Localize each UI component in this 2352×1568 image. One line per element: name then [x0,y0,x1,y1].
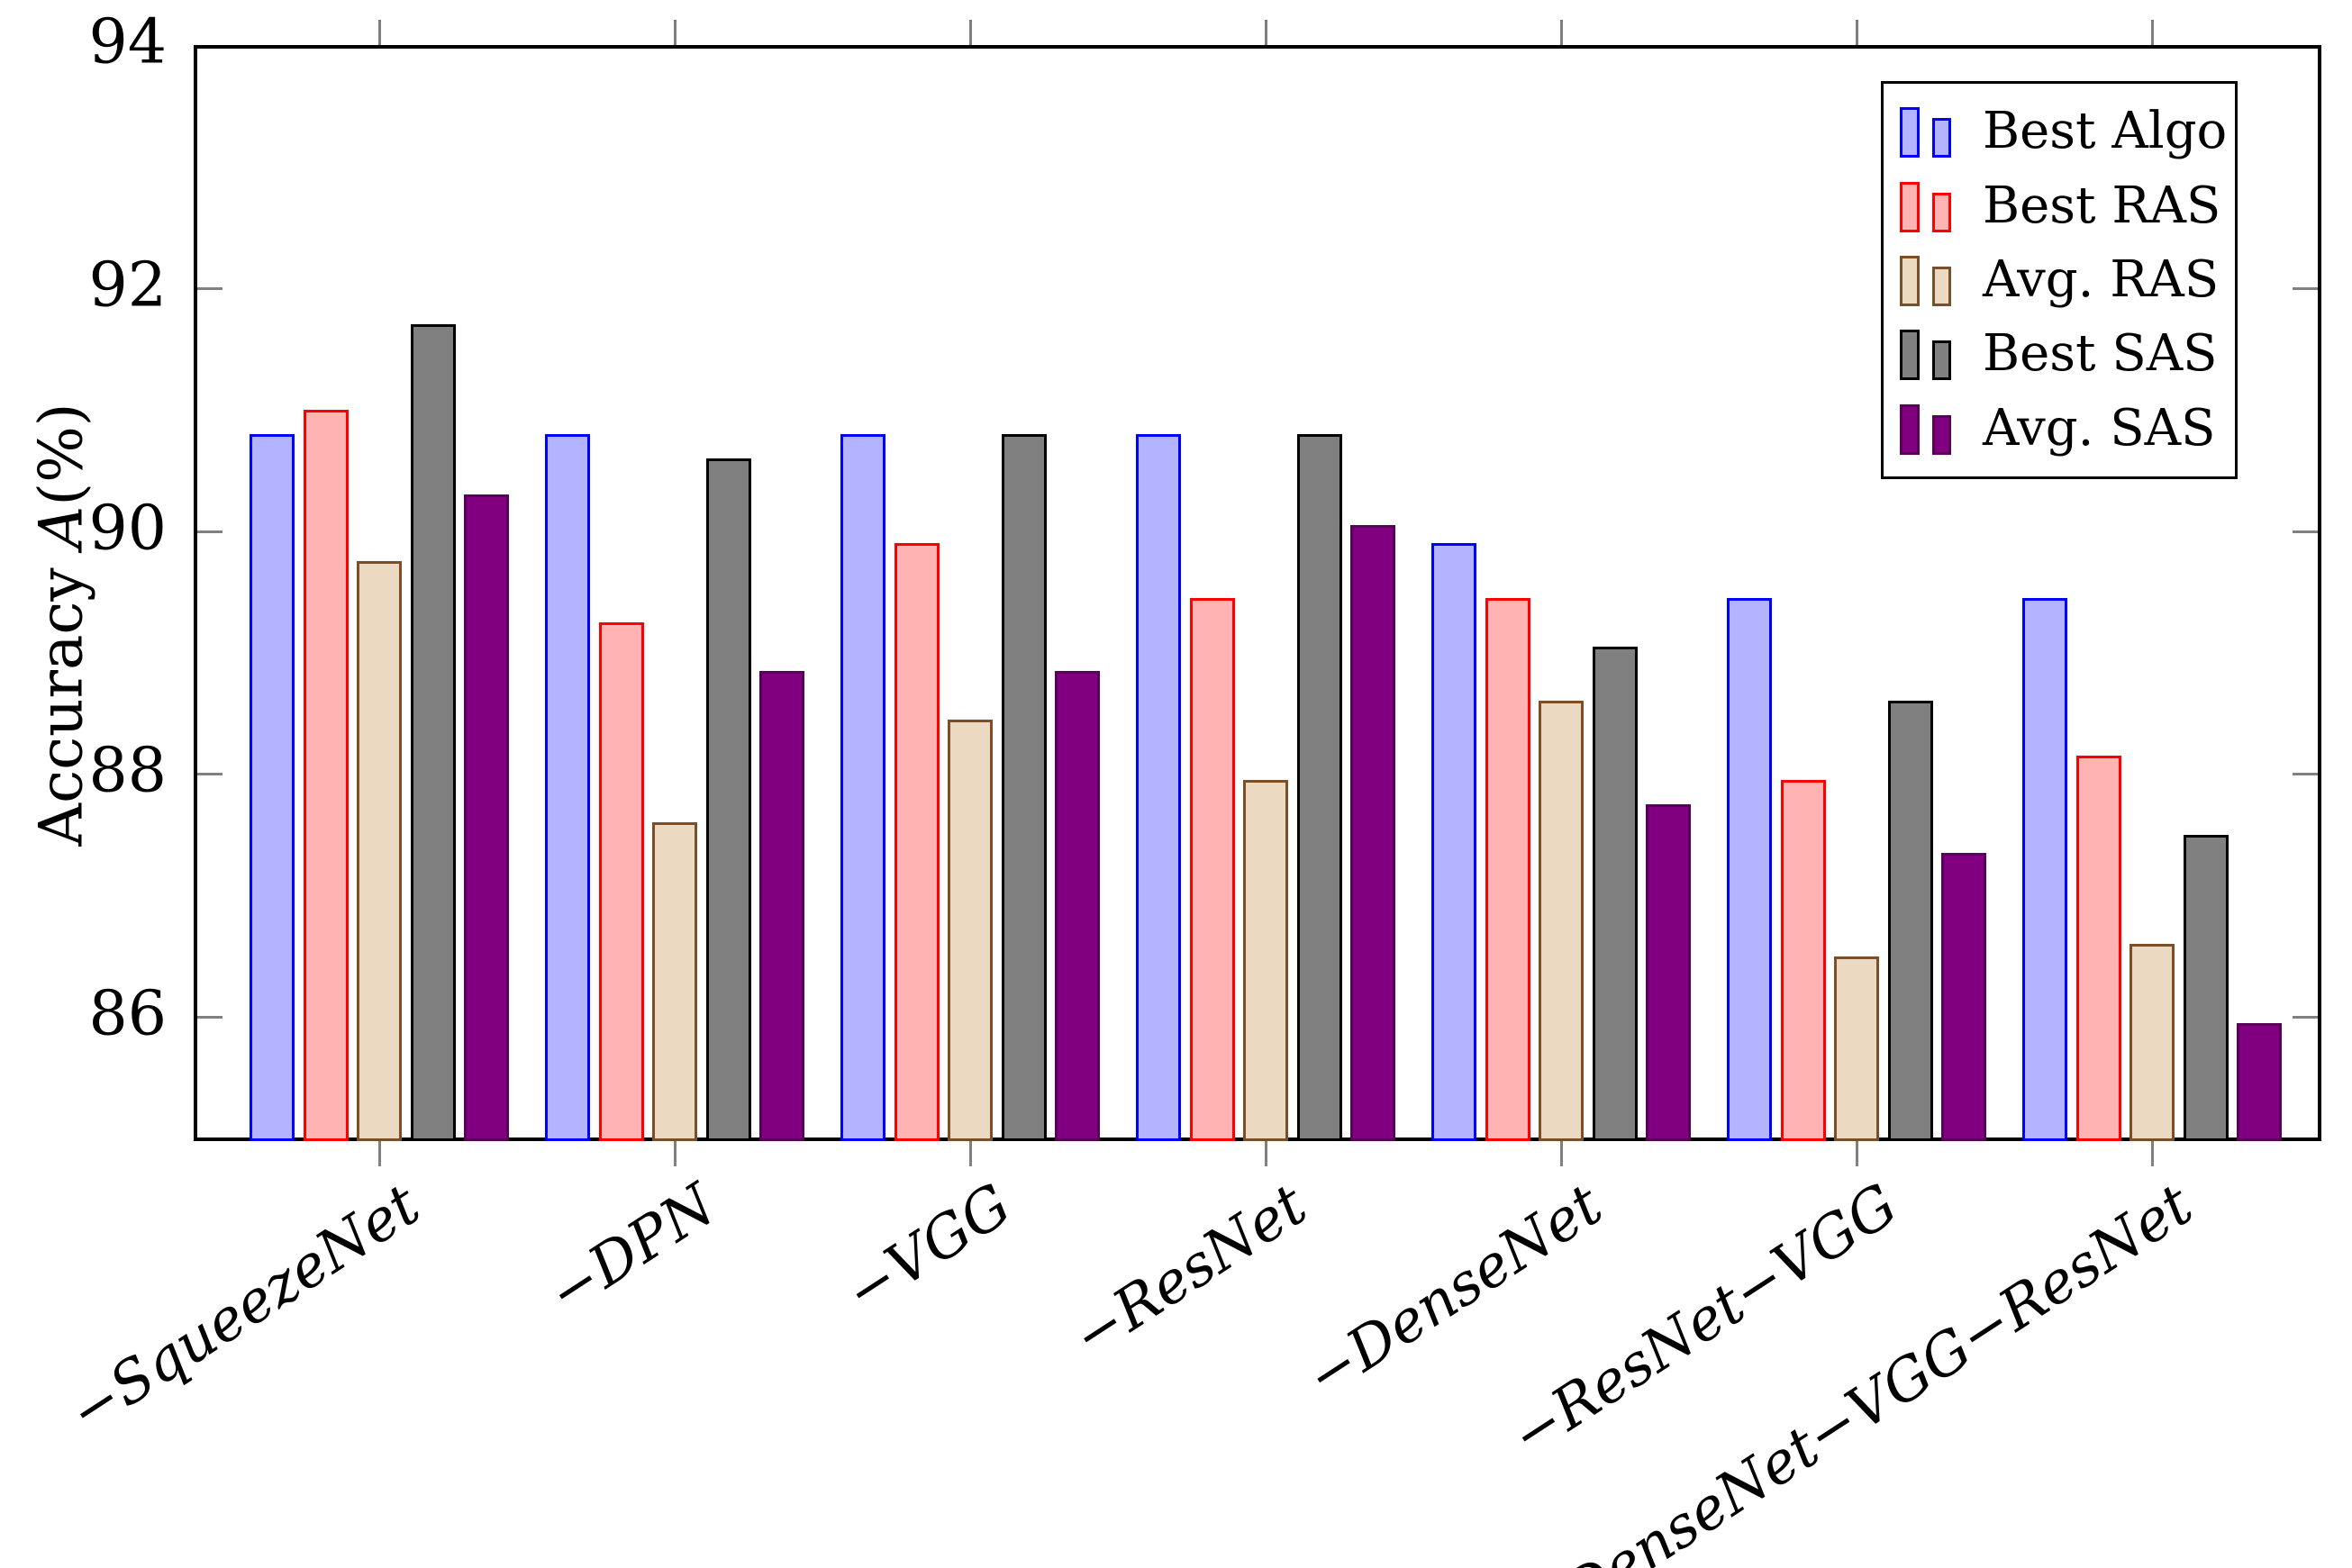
y-tick-left-92 [197,286,222,290]
bar-avg-ras-squeezenet [357,561,402,1141]
bar-best-ras-resnet-vgg [1780,780,1826,1141]
bar-avg-sas-resnet [1350,524,1395,1141]
y-tick-left-90 [197,530,222,533]
legend-bar-short-best-sas [1932,340,1951,381]
bar-avg-sas-vgg [1055,670,1100,1141]
bar-best-sas-squeezenet [410,324,456,1141]
legend-bar-tall-best-ras [1900,181,1920,232]
bar-best-ras-resnet [1189,597,1235,1141]
bar-best-sas-densenet [1592,646,1638,1141]
bar-best-ras-squeezenet [303,409,349,1141]
y-axis-label-unit: (%) [26,403,96,506]
bar-best-sas-vgg [1001,433,1047,1141]
x-tick-label-squeezenet: −SqueezeNet [58,1172,432,1447]
legend-bar-short-avg-ras [1932,266,1951,306]
y-tick-right-90 [2293,530,2318,533]
y-tick-left-88 [197,773,222,776]
y-tick-right-88 [2293,773,2318,776]
y-tick-label-90: 90 [88,492,167,564]
legend-item-best-ras: Best RAS [1900,176,2235,235]
legend-bar-short-best-algo [1932,118,1951,159]
legend-bars-icon-best-sas [1900,330,1970,381]
x-tick-top-squeezenet [378,20,381,45]
x-tick-top-densenet [1560,20,1563,45]
bar-best-sas-resnet [1296,433,1342,1141]
y-tick-left-86 [197,1016,222,1020]
bar-best-ras-densenet-vgg-resnet [2075,756,2121,1141]
bar-best-algo-dpn [545,433,590,1141]
y-tick-label-88: 88 [88,735,167,807]
legend-label-best-sas: Best SAS [1983,324,2218,384]
x-tick-bottom-vgg [969,1141,972,1166]
y-tick-right-86 [2293,1016,2318,1020]
y-tick-label-94: 94 [88,6,167,78]
x-tick-top-resnet-vgg [1856,20,1858,45]
x-tick-bottom-resnet [1265,1141,1267,1166]
x-tick-bottom-dpn [674,1141,677,1166]
legend-item-best-algo: Best Algo [1900,102,2235,161]
legend-label-best-algo: Best Algo [1983,102,2228,161]
y-axis-label: Accuracy A(%) [27,337,96,913]
bar-best-ras-vgg [894,543,940,1141]
legend-item-avg-sas: Avg. SAS [1900,398,2235,458]
bar-avg-ras-vgg [948,719,993,1141]
x-tick-top-resnet [1265,20,1267,45]
bar-best-sas-resnet-vgg [1887,701,1933,1141]
x-tick-label-dpn: −DPN [536,1172,728,1328]
legend-label-avg-ras: Avg. RAS [1983,249,2220,309]
x-tick-top-densenet-vgg-resnet [2151,20,2154,45]
bar-avg-sas-densenet-vgg-resnet [2237,1022,2282,1141]
legend-bar-tall-avg-ras [1900,255,1920,306]
bar-best-algo-resnet [1136,433,1181,1141]
bar-best-algo-squeezenet [250,433,295,1141]
bar-avg-ras-densenet [1539,701,1584,1141]
x-tick-bottom-squeezenet [378,1141,381,1166]
legend-bars-icon-best-ras [1900,181,1970,232]
bar-best-sas-densenet-vgg-resnet [2183,834,2229,1141]
legend-bar-tall-best-sas [1900,330,1920,381]
legend-item-avg-ras: Avg. RAS [1900,249,2235,309]
legend-bars-icon-avg-ras [1900,255,1970,306]
bar-avg-sas-squeezenet [464,494,509,1141]
legend-label-avg-sas: Avg. SAS [1983,398,2216,458]
legend-bar-short-avg-sas [1932,414,1951,455]
bar-best-sas-dpn [705,458,751,1141]
bar-avg-sas-densenet [1646,804,1691,1141]
y-tick-right-92 [2293,286,2318,290]
x-tick-bottom-densenet [1560,1141,1563,1166]
bar-avg-ras-densenet-vgg-resnet [2130,944,2175,1141]
x-tick-label-vgg: −VGG [833,1172,1023,1328]
bar-avg-sas-resnet-vgg [1941,853,1986,1141]
bar-best-ras-densenet [1485,597,1530,1141]
legend: Best Algo Best RAS Avg. RAS Best SAS Avg. SA… [1881,81,2238,479]
bar-avg-ras-resnet-vgg [1834,956,1879,1141]
legend-bar-tall-best-algo [1900,107,1920,159]
x-tick-bottom-densenet-vgg-resnet [2151,1141,2154,1166]
legend-bar-short-best-ras [1932,192,1951,232]
y-tick-label-86: 86 [88,978,167,1050]
x-tick-bottom-resnet-vgg [1856,1141,1858,1166]
bar-avg-ras-dpn [652,822,697,1141]
y-tick-label-92: 92 [88,249,167,322]
legend-item-best-sas: Best SAS [1900,324,2235,384]
legend-bars-icon-best-algo [1900,107,1970,159]
x-tick-label-resnet: −ResNet [1061,1172,1319,1372]
bar-best-ras-dpn [598,621,644,1141]
legend-bars-icon-avg-sas [1900,403,1970,455]
x-tick-top-dpn [674,20,677,45]
bar-avg-sas-dpn [759,670,804,1141]
bar-avg-ras-resnet [1243,780,1288,1141]
bar-best-algo-densenet [1431,543,1476,1141]
x-tick-top-vgg [969,20,972,45]
bar-best-algo-densenet-vgg-resnet [2022,597,2067,1141]
bar-best-algo-resnet-vgg [1727,597,1772,1141]
legend-bar-tall-avg-sas [1900,403,1920,455]
legend-label-best-ras: Best RAS [1983,176,2221,235]
bar-best-algo-vgg [840,433,885,1141]
